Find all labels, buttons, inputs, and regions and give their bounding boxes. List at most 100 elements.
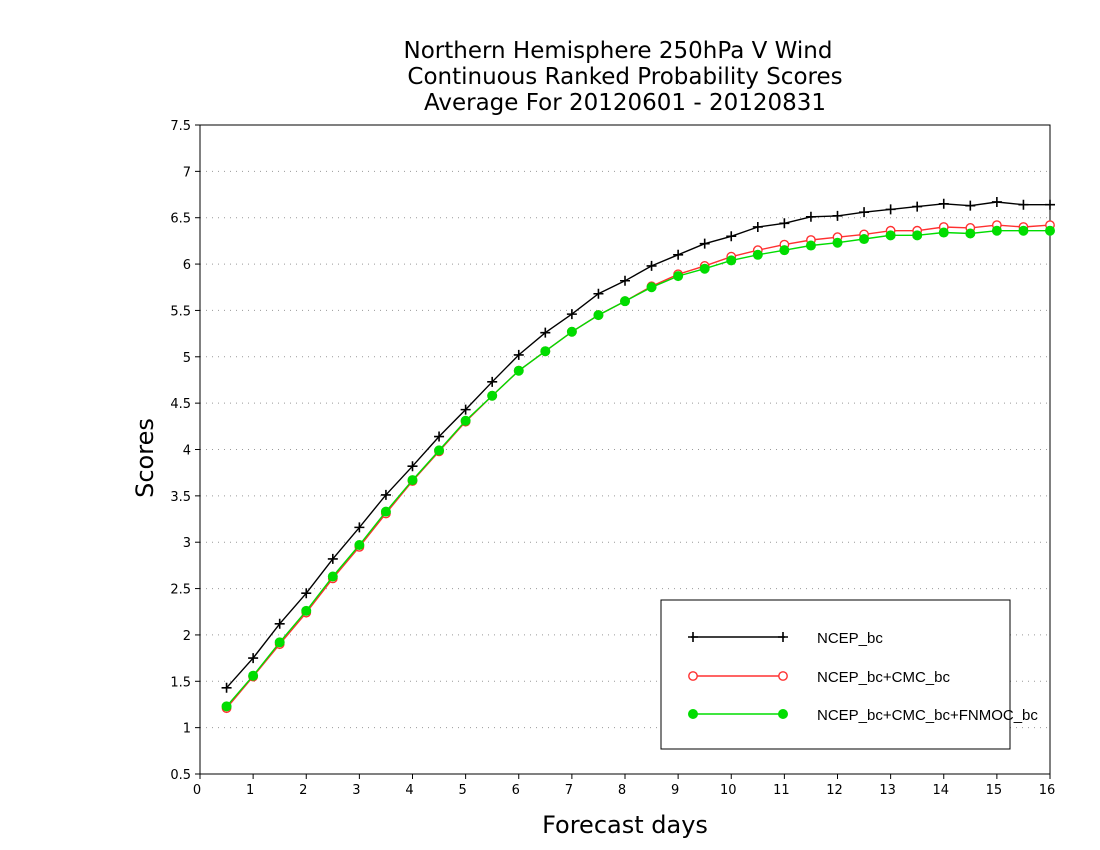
legend-label: NCEP_bc+CMC_bc+FNMOC_bc (817, 707, 1038, 724)
series-1 (221, 196, 1055, 693)
chart-title: Northern Hemisphere 250hPa V Wind Contin… (404, 38, 843, 116)
y-tick-label: 5.5 (170, 304, 191, 319)
data-point (513, 349, 524, 360)
data-point (699, 238, 710, 249)
data-point (620, 275, 630, 286)
data-point (699, 263, 710, 274)
data-point (354, 539, 365, 550)
data-point (540, 346, 551, 357)
data-point (912, 230, 923, 241)
data-point (248, 653, 259, 664)
data-point (593, 310, 604, 321)
data-point (221, 682, 232, 693)
data-point (327, 553, 338, 564)
data-point (1045, 225, 1055, 236)
data-point (805, 211, 816, 222)
data-point (301, 588, 312, 599)
legend-label: NCEP_bc (817, 630, 883, 647)
data-point (832, 237, 843, 248)
x-tick-label: 7 (565, 783, 573, 798)
data-point (1018, 225, 1029, 236)
data-point (646, 282, 657, 293)
data-point (301, 605, 312, 616)
data-point (513, 365, 524, 376)
x-tick-label: 6 (512, 783, 520, 798)
x-tick-label: 9 (671, 783, 679, 798)
data-point (354, 522, 365, 533)
series-layer (221, 196, 1055, 714)
data-point (965, 228, 976, 239)
data-point (688, 709, 698, 719)
x-tick-label: 1 (246, 783, 254, 798)
x-tick-label: 0 (193, 783, 201, 798)
chart-title-line-2: Continuous Ranked Probability Scores (407, 64, 842, 90)
y-tick-label: 3 (183, 536, 191, 551)
data-point (593, 288, 604, 299)
data-point (487, 376, 498, 387)
data-point (620, 296, 630, 307)
x-tick-label: 15 (986, 783, 1003, 798)
data-point (991, 196, 1002, 207)
y-tick-label: 2.5 (170, 583, 191, 598)
x-tick-label: 11 (773, 783, 790, 798)
data-point (726, 255, 737, 266)
data-point (540, 327, 551, 338)
data-point (805, 240, 816, 251)
data-point (912, 201, 923, 212)
data-point (965, 200, 976, 211)
data-point (434, 431, 445, 442)
data-point (726, 231, 737, 242)
data-point (380, 506, 391, 517)
data-point (938, 198, 949, 209)
y-tick-label: 4.5 (170, 397, 191, 412)
data-point (566, 309, 577, 320)
data-point (778, 671, 788, 681)
x-tick-label: 2 (299, 783, 307, 798)
data-point (752, 221, 763, 232)
data-point (778, 632, 788, 642)
data-point (221, 701, 232, 712)
data-point (885, 204, 896, 215)
data-point (274, 637, 285, 648)
data-point (248, 670, 259, 681)
x-tick-label: 8 (618, 783, 626, 798)
x-tick-label: 16 (1039, 783, 1056, 798)
y-tick-label: 1 (183, 722, 191, 737)
y-tick-label: 5 (183, 351, 191, 366)
data-point (646, 260, 657, 271)
data-point (832, 210, 843, 221)
y-tick-label: 4 (183, 444, 191, 459)
y-tick-label: 6 (183, 258, 191, 273)
y-tick-label: 2 (183, 629, 191, 644)
chart-title-line-1: Northern Hemisphere 250hPa V Wind (404, 38, 833, 64)
y-tick-label: 3.5 (170, 490, 191, 505)
x-tick-label: 13 (879, 783, 896, 798)
y-tick-label: 6.5 (170, 212, 191, 227)
legend-item-1: NCEP_bc (688, 630, 883, 647)
x-tick-label: 14 (932, 783, 949, 798)
data-point (859, 234, 870, 245)
x-tick-label: 4 (405, 783, 413, 798)
data-point (688, 632, 698, 642)
x-axis-label: Forecast days (542, 811, 708, 839)
y-tick-label: 1.5 (170, 675, 191, 690)
x-axis: 0 1 2 3 4 5 6 7 8 9 10 11 12 13 14 15 16 (193, 774, 1055, 798)
data-point (407, 475, 418, 486)
legend-box (660, 599, 1011, 750)
data-point (407, 461, 418, 472)
series-3 (221, 225, 1055, 712)
legend-label: NCEP_bc+CMC_bc (817, 669, 950, 686)
y-tick-label: 0.5 (170, 768, 191, 783)
x-tick-label: 12 (826, 783, 843, 798)
data-point (327, 571, 338, 582)
data-point (434, 445, 445, 456)
chart-title-line-3: Average For 20120601 - 20120831 (424, 90, 826, 116)
data-point (991, 225, 1002, 236)
x-tick-label: 3 (352, 783, 360, 798)
data-point (673, 271, 684, 282)
data-point (885, 230, 896, 241)
data-point (778, 709, 788, 719)
legend-item-2: NCEP_bc+CMC_bc (688, 669, 950, 686)
data-point (487, 390, 498, 401)
